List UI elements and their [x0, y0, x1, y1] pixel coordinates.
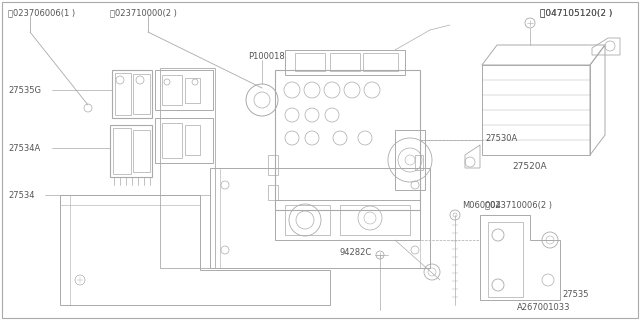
Bar — [340, 205, 410, 235]
Bar — [268, 155, 278, 175]
Text: M060004: M060004 — [462, 201, 501, 210]
Bar — [488, 222, 523, 297]
Text: 27535: 27535 — [562, 290, 589, 299]
Bar — [295, 53, 325, 71]
Bar — [110, 125, 152, 177]
Text: ⓝ023706006(1 ): ⓝ023706006(1 ) — [8, 8, 75, 17]
Bar — [285, 205, 330, 235]
Text: ⓝ023710000(2 ): ⓝ023710000(2 ) — [110, 8, 177, 17]
Bar — [155, 70, 213, 110]
Bar — [112, 70, 152, 118]
Bar — [415, 155, 423, 170]
Bar — [113, 128, 131, 174]
Bar — [285, 50, 405, 75]
Text: ⓝ023710006(2 ): ⓝ023710006(2 ) — [485, 200, 552, 209]
Bar — [275, 70, 420, 210]
Bar — [363, 53, 398, 71]
Bar — [133, 130, 150, 172]
Text: 27530A: 27530A — [485, 133, 517, 142]
Bar — [160, 68, 215, 268]
Bar — [482, 65, 590, 155]
Bar — [275, 200, 420, 240]
Text: 27534A: 27534A — [8, 143, 40, 153]
Text: P100018: P100018 — [248, 52, 285, 61]
Bar — [185, 125, 200, 155]
Bar — [155, 118, 213, 163]
Bar — [162, 75, 182, 105]
Bar — [115, 73, 131, 115]
Text: ⓝ047105120(2 ): ⓝ047105120(2 ) — [540, 8, 612, 17]
Bar — [162, 123, 182, 158]
Text: A267001033: A267001033 — [516, 303, 570, 312]
Bar — [268, 185, 278, 200]
Bar — [395, 130, 425, 190]
Bar — [210, 168, 430, 268]
Text: 27520A: 27520A — [513, 162, 547, 171]
Text: 94282C: 94282C — [340, 247, 372, 257]
Text: 27534: 27534 — [8, 190, 35, 199]
Text: ⓝ047105120(2 ): ⓝ047105120(2 ) — [540, 8, 612, 17]
Bar — [133, 74, 150, 114]
Text: 27535G: 27535G — [8, 85, 41, 94]
Bar — [185, 78, 200, 103]
Bar — [330, 53, 360, 71]
